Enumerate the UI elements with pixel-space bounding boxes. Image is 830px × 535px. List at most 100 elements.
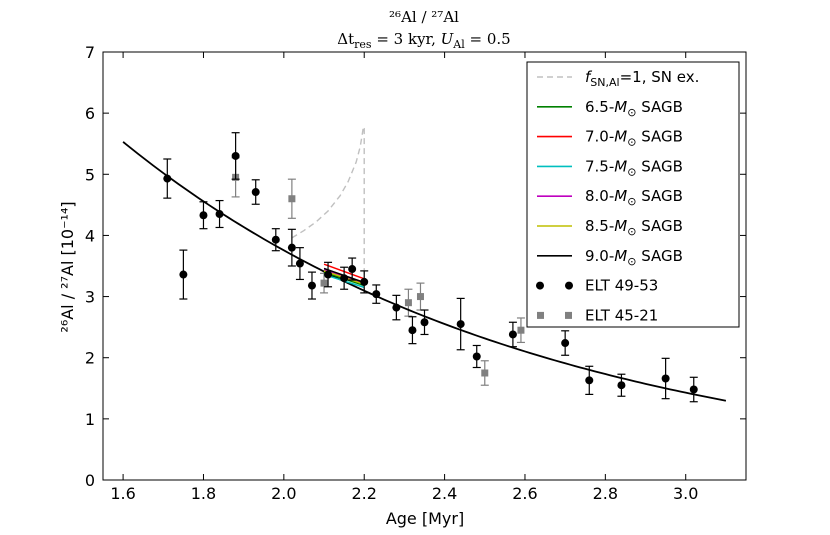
elt-49-53-point — [372, 290, 381, 299]
legend-label-var: M — [614, 157, 627, 175]
elt-49-53-point — [251, 188, 260, 197]
title-dt: Δt — [337, 30, 354, 48]
elt-45-21-point — [404, 299, 412, 307]
x-tick-label: 2.0 — [271, 484, 296, 503]
elt-49-53-point — [456, 320, 465, 329]
legend-label-sub: ⊙ — [627, 106, 636, 119]
title-dt-rest: = 3 kyr, — [372, 30, 441, 48]
legend-label-sub: ⊙ — [627, 255, 636, 268]
legend-label-var: M — [614, 128, 627, 146]
data-layer — [122, 124, 727, 403]
legend-label: fSN,Al=1, SN ex. — [585, 68, 699, 89]
legend-label-sub: ⊙ — [627, 165, 636, 178]
legend-label: ELT 49-53 — [585, 277, 658, 295]
x-tick-label: 1.6 — [110, 484, 135, 503]
y-tick-label: 1 — [85, 410, 95, 429]
elt-45-21-point — [416, 293, 424, 301]
elt-49-53-point — [508, 330, 517, 339]
elt-49-53-point — [287, 243, 296, 252]
legend-label-sub: ⊙ — [627, 225, 636, 238]
elt-49-53-point — [392, 303, 401, 312]
elt-49-53-point — [585, 376, 594, 385]
legend-label-pre: 7.0- — [585, 128, 614, 146]
legend-label-post: SAGB — [636, 157, 682, 175]
sn-curve — [291, 124, 365, 291]
legend-label-pre: ELT 49-53 — [585, 277, 658, 295]
elt-49-53-point — [472, 352, 481, 361]
elt-49-53-point — [348, 265, 357, 274]
elt-49-53-point — [661, 374, 670, 383]
legend-swatch-square — [565, 311, 572, 319]
x-tick-label: 2.8 — [593, 484, 618, 503]
legend-label-pre: 8.5- — [585, 217, 614, 235]
legend-label-post: SAGB — [636, 128, 682, 146]
legend-label: ELT 45-21 — [585, 306, 658, 324]
legend-label-var: f — [585, 68, 593, 86]
elt-49-53-point — [295, 259, 304, 268]
legend-label-post: =1, SN ex. — [620, 68, 700, 86]
y-tick-label: 4 — [85, 226, 95, 245]
y-tick-label: 5 — [85, 165, 95, 184]
legend-label-sub: SN,Al — [590, 76, 619, 89]
plot-area: 1.6 1.8 2.0 2.2 2.4 2.6 2.8 3.0 0 1 2 3 4 5 6 7 — [85, 43, 747, 503]
x-tick-label: 2.6 — [512, 484, 537, 503]
legend-label-post: SAGB — [636, 187, 682, 205]
legend-swatch-circle — [536, 281, 544, 290]
elt-49-53-point — [340, 274, 349, 283]
chart-title-line1: ²⁶Al / ²⁷Al — [389, 8, 459, 26]
title-dt-sub: res — [354, 38, 372, 51]
elt-49-53-point — [231, 151, 240, 160]
elt-49-53-point — [271, 235, 280, 244]
legend-label-sub: ⊙ — [627, 195, 636, 208]
legend-swatch-circle — [565, 281, 573, 290]
legend-label-post: SAGB — [636, 247, 682, 265]
elt-49-53-point — [215, 210, 224, 219]
elt-49-53-point — [179, 270, 188, 279]
legend-label: 9.0-M⊙ SAGB — [585, 247, 683, 268]
legend-label: 7.0-M⊙ SAGB — [585, 128, 683, 149]
elt-49-53-point — [420, 318, 429, 327]
legend-label-var: M — [614, 187, 627, 205]
y-tick-label: 7 — [85, 43, 95, 62]
elt-45-21-point — [288, 195, 296, 203]
y-tick-label: 0 — [85, 471, 95, 490]
title-u-end: = 0.5 — [465, 30, 511, 48]
legend-label: 7.5-M⊙ SAGB — [585, 157, 683, 178]
elt-49-53-point — [307, 281, 316, 290]
elt-45-21-point — [481, 369, 489, 377]
legend-label-post: SAGB — [636, 98, 682, 116]
legend-label-post: SAGB — [636, 217, 682, 235]
title-u-sub: Al — [452, 38, 465, 51]
legend-label: 8.0-M⊙ SAGB — [585, 187, 683, 208]
legend-label-pre: ELT 45-21 — [585, 306, 658, 324]
elt-49-53-point — [360, 277, 369, 286]
elt-49-53-point — [561, 339, 570, 348]
title-u: U — [441, 30, 455, 48]
elt-49-53-point — [408, 326, 417, 335]
legend-label-pre: 8.0- — [585, 187, 614, 205]
elt-49-53-point — [617, 381, 626, 390]
y-tick-label: 2 — [85, 349, 95, 368]
elt-49-53-point — [199, 211, 208, 220]
legend-label-pre: 7.5- — [585, 157, 614, 175]
legend-label-var: M — [614, 247, 627, 265]
elt-49-53-point — [163, 174, 172, 183]
legend-label-var: M — [614, 98, 627, 116]
elt-45-21-point — [320, 279, 328, 287]
y-axis-label: ²⁶Al / ²⁷Al [10⁻¹⁴] — [58, 201, 77, 332]
legend-label-sub: ⊙ — [627, 136, 636, 149]
elt-49-53-point — [689, 385, 698, 394]
y-tick-label: 3 — [85, 288, 95, 307]
x-tick-label: 2.2 — [351, 484, 376, 503]
x-axis-label: Age [Myr] — [386, 509, 464, 528]
elt-49-53-point — [324, 270, 333, 279]
x-tick-label: 1.8 — [191, 484, 216, 503]
chart-title-line2: Δtres = 3 kyr, UAl = 0.5 — [337, 30, 510, 51]
legend-label-var: M — [614, 217, 627, 235]
legend-label: 8.5-M⊙ SAGB — [585, 217, 683, 238]
legend-swatch-square — [537, 311, 544, 319]
plot-frame — [102, 51, 747, 481]
y-tick-label: 6 — [85, 104, 95, 123]
